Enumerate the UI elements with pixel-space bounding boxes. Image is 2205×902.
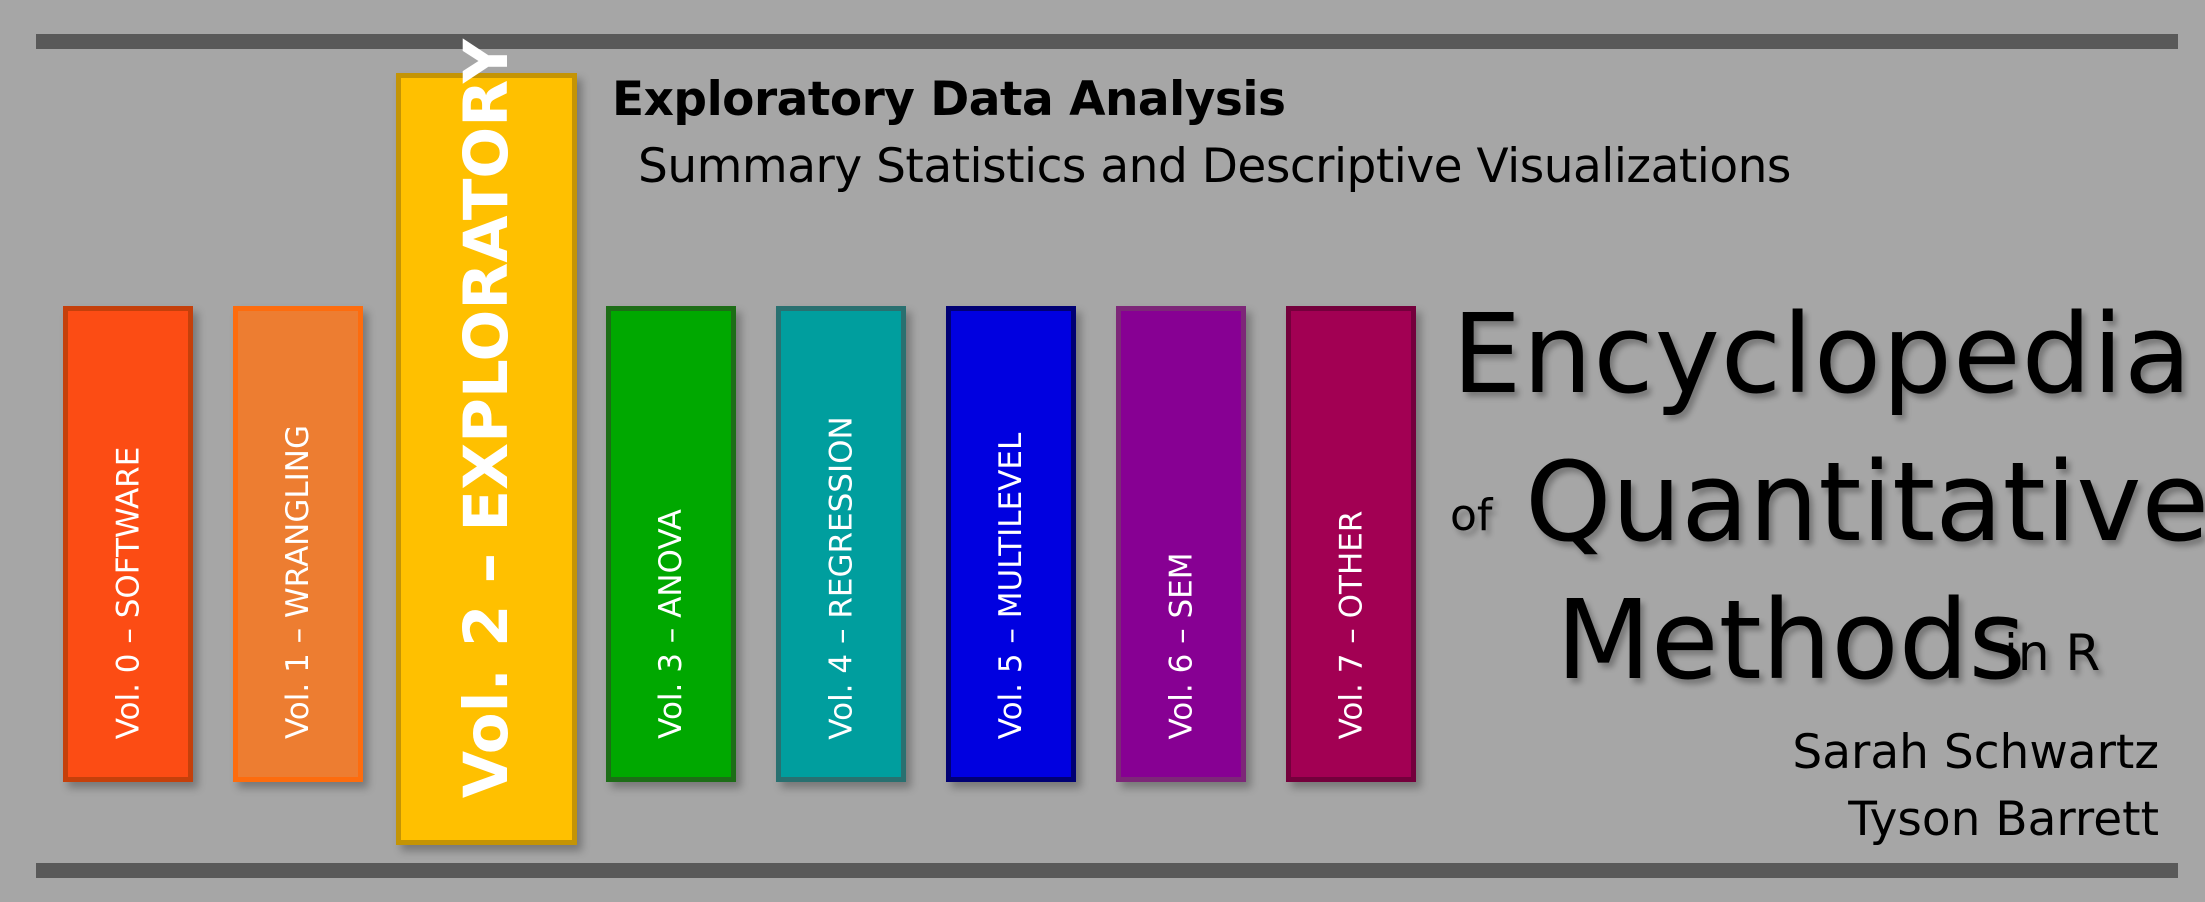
book-vol-7[interactable]: Vol. 7 – OTHER — [1286, 306, 1416, 782]
book-vol-4[interactable]: Vol. 4 – REGRESSION — [776, 306, 906, 782]
author-1: Sarah Schwartz — [1792, 725, 2159, 780]
book-label-vol-6: Vol. 6 – SEM — [1163, 551, 1200, 740]
book-label-vol-1: Vol. 1 – WRANGLING — [280, 425, 316, 739]
book-label-vol-2: Vol. 2 – EXPLORATORY — [451, 38, 523, 799]
title-quantitative: Quantitative — [1525, 438, 2205, 566]
book-vol-6[interactable]: Vol. 6 – SEM — [1116, 306, 1246, 782]
title-in-r: in R — [2004, 624, 2101, 682]
book-label-vol-7: Vol. 7 – OTHER — [1332, 510, 1369, 739]
book-label-vol-4: Vol. 4 – REGRESSION — [823, 415, 860, 740]
author-2: Tyson Barrett — [1848, 792, 2159, 847]
book-label-vol-0: Vol. 0 – SOFTWARE — [109, 446, 146, 739]
title-methods: Methods — [1556, 576, 2026, 704]
book-vol-3[interactable]: Vol. 3 – ANOVA — [606, 306, 736, 782]
top-rule — [36, 34, 2178, 49]
book-vol-2[interactable]: Vol. 2 – EXPLORATORY — [396, 39, 577, 845]
book-label-vol-3: Vol. 3 – ANOVA — [652, 509, 689, 739]
volume-topic-title: Exploratory Data Analysis — [612, 72, 1286, 127]
book-label-vol-5: Vol. 5 – MULTILEVEL — [993, 432, 1030, 740]
book-vol-0[interactable]: Vol. 0 – SOFTWARE — [63, 306, 193, 782]
bottom-rule — [36, 863, 2178, 878]
volume-topic-subtitle: Summary Statistics and Descriptive Visua… — [638, 139, 1791, 194]
title-encyclopedia: Encyclopedia — [1452, 290, 2193, 418]
book-vol-1[interactable]: Vol. 1 – WRANGLING — [233, 306, 363, 782]
book-vol-5[interactable]: Vol. 5 – MULTILEVEL — [946, 306, 1076, 782]
title-of: of — [1450, 490, 1493, 541]
